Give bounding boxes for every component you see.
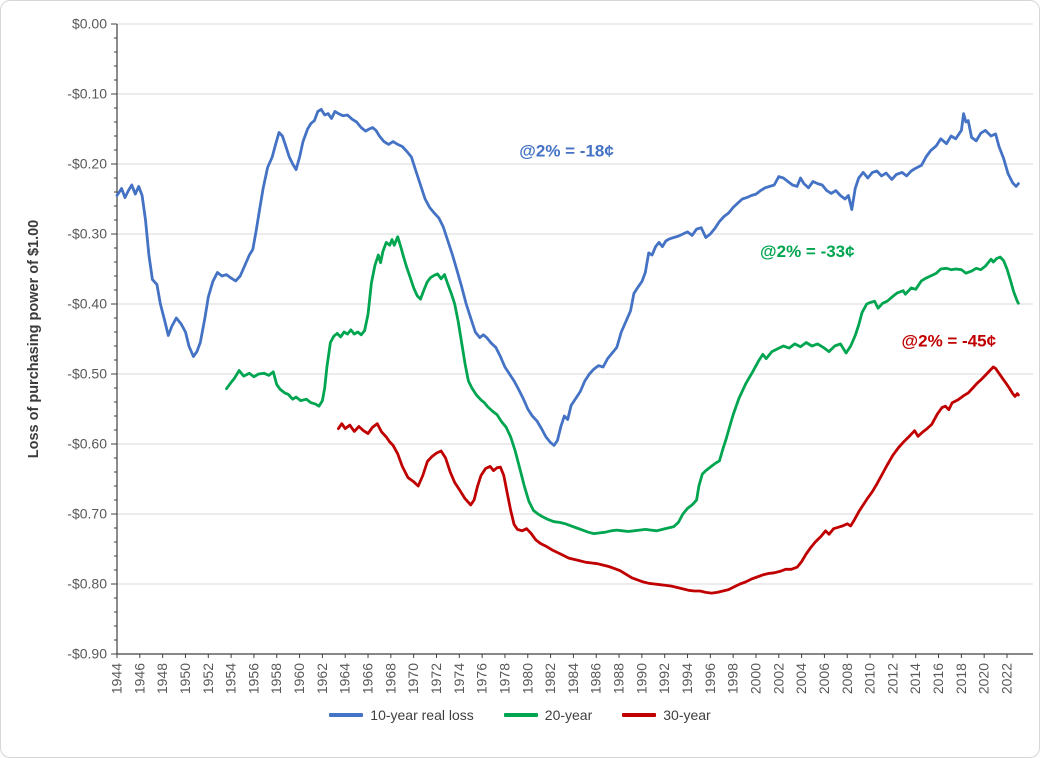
y-tick-label: -$0.10 bbox=[67, 86, 107, 102]
y-tick-label: -$0.70 bbox=[67, 506, 107, 522]
x-tick-label: 1948 bbox=[154, 663, 170, 694]
x-tick-label: 1996 bbox=[702, 663, 718, 694]
x-tick-label: 1998 bbox=[725, 663, 741, 694]
legend-label: 20-year bbox=[544, 707, 593, 723]
legend-item-1: 10-year real loss bbox=[329, 707, 474, 723]
x-tick-label: 1968 bbox=[382, 663, 398, 694]
x-tick-label: 1986 bbox=[588, 663, 604, 694]
x-tick-label: 1964 bbox=[337, 663, 353, 694]
x-tick-label: 2020 bbox=[976, 663, 992, 694]
y-tick-label: -$0.20 bbox=[67, 156, 107, 172]
x-tick-label: 1992 bbox=[656, 663, 672, 694]
x-tick-label: 1946 bbox=[131, 663, 147, 694]
x-tick-label: 2000 bbox=[747, 663, 763, 694]
x-tick-label: 1990 bbox=[633, 663, 649, 694]
y-axis-title: Loss of purchasing power of $1.00 bbox=[26, 219, 42, 459]
x-tick-label: 1960 bbox=[291, 663, 307, 694]
x-tick-label: 1944 bbox=[109, 663, 125, 694]
x-tick-label: 1988 bbox=[611, 663, 627, 694]
legend: 10-year real loss 20-year 30-year bbox=[1, 707, 1039, 723]
x-tick-label: 1952 bbox=[200, 663, 216, 694]
series-line-1 bbox=[115, 108, 1020, 447]
x-tick-label: 1958 bbox=[268, 663, 284, 694]
x-tick-label: 1978 bbox=[496, 663, 512, 694]
x-tick-label: 2014 bbox=[907, 663, 923, 694]
legend-line-swatch bbox=[622, 713, 657, 717]
x-tick-label: 1950 bbox=[177, 663, 193, 694]
x-tick-label: 1982 bbox=[542, 663, 558, 694]
x-tick-label: 1994 bbox=[679, 663, 695, 694]
y-tick-label: -$0.60 bbox=[67, 436, 107, 452]
x-tick-label: 2006 bbox=[816, 663, 832, 694]
x-tick-label: 2008 bbox=[839, 663, 855, 694]
y-tick-label: $0.00 bbox=[72, 16, 107, 32]
x-tick-label: 2010 bbox=[862, 663, 878, 694]
x-tick-label: 1962 bbox=[314, 663, 330, 694]
x-tick-label: 2012 bbox=[884, 663, 900, 694]
x-tick-label: 2018 bbox=[953, 663, 969, 694]
annotation-3: @2% = -45¢ bbox=[902, 332, 997, 351]
annotation-2: @2% = -33¢ bbox=[760, 242, 855, 261]
x-tick-label: 2004 bbox=[793, 663, 809, 694]
legend-item-3: 30-year bbox=[622, 707, 711, 723]
legend-label: 10-year real loss bbox=[370, 707, 474, 723]
series-line-3 bbox=[337, 365, 1020, 595]
x-tick-label: 1974 bbox=[451, 663, 467, 694]
x-tick-label: 1954 bbox=[223, 663, 239, 694]
y-tick-label: -$0.90 bbox=[67, 646, 107, 662]
y-tick-label: -$0.80 bbox=[67, 576, 107, 592]
x-tick-label: 1972 bbox=[428, 663, 444, 694]
y-tick-label: -$0.50 bbox=[67, 366, 107, 382]
y-tick-label: -$0.30 bbox=[67, 226, 107, 242]
x-tick-label: 1980 bbox=[519, 663, 535, 694]
y-tick-label: -$0.40 bbox=[67, 296, 107, 312]
x-tick-label: 1966 bbox=[360, 663, 376, 694]
x-tick-label: 1956 bbox=[245, 663, 261, 694]
legend-item-2: 20-year bbox=[503, 707, 593, 723]
annotation-1: @2% = -18¢ bbox=[519, 141, 614, 160]
legend-line-swatch bbox=[503, 713, 538, 717]
legend-line-swatch bbox=[329, 713, 364, 717]
x-tick-label: 2016 bbox=[930, 663, 946, 694]
x-tick-label: 1984 bbox=[565, 663, 581, 694]
x-tick-label: 2002 bbox=[770, 663, 786, 694]
x-tick-label: 1970 bbox=[405, 663, 421, 694]
series-line-2 bbox=[225, 235, 1020, 535]
legend-label: 30-year bbox=[663, 707, 711, 723]
x-tick-label: 2022 bbox=[999, 663, 1015, 694]
x-tick-label: 1976 bbox=[474, 663, 490, 694]
